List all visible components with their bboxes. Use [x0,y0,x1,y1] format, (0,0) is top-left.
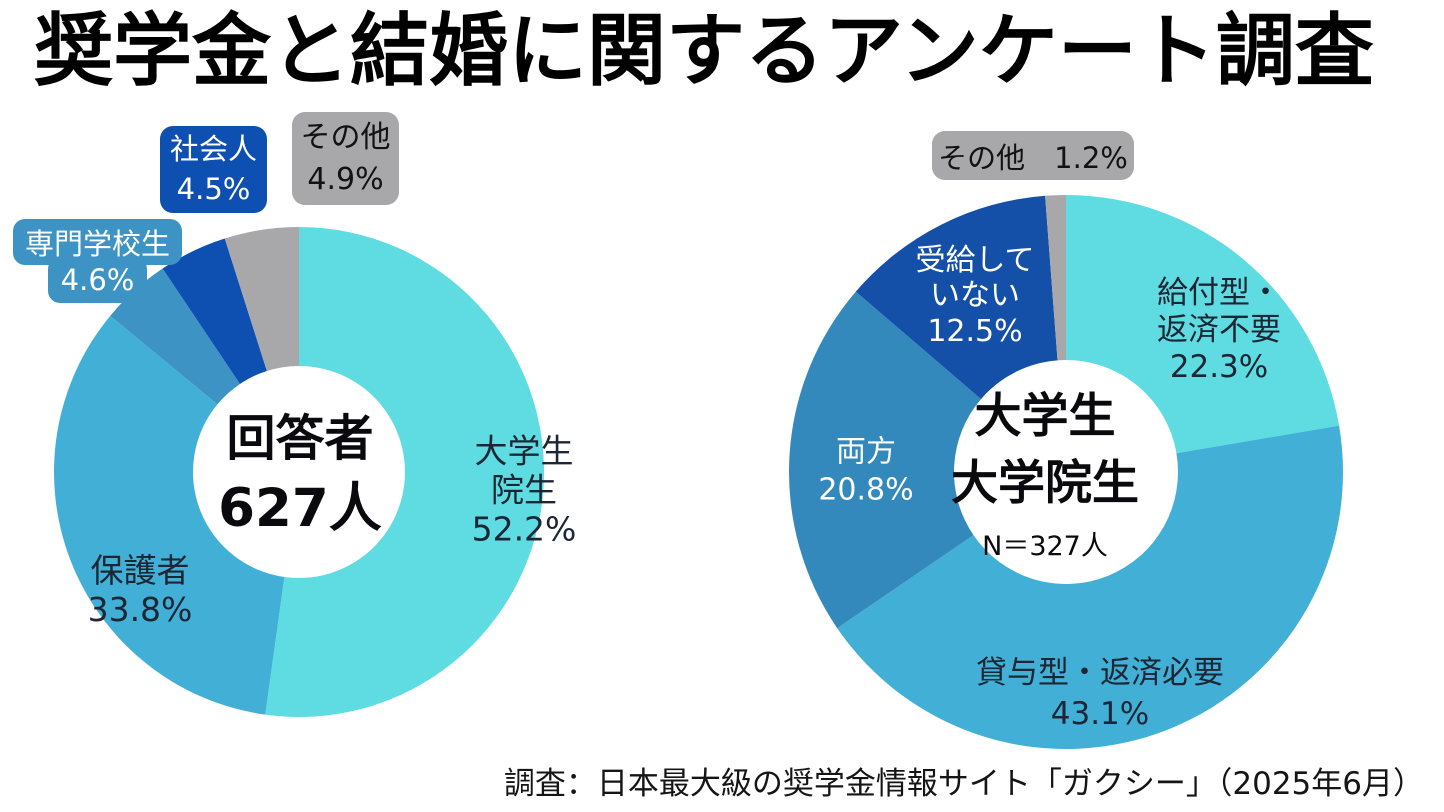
survey-source-note: 調査：日本最大級の奨学金情報サイト「ガクシー」（2025年6月） [503,766,1424,802]
donut-right-segment-0 [1066,194,1340,454]
callout-other-right: その他 1.2% [932,131,1134,180]
slice-label-not-receiving: 受給して いない 12.5% [915,243,1034,349]
slice-label-both-line1: 両方 [836,434,896,470]
slice-label-grant-line1: 給付型・ [1157,275,1281,312]
callout-other-right-label: その他 1.2% [938,140,1128,175]
slice-label-guardians-line1: 保護者 [90,551,190,591]
slice-label-both: 両方 20.8% [818,434,913,509]
callout-vocational-label: 専門学校生 [13,219,182,265]
callout-other-left-pct: 4.9% [307,161,384,197]
slice-label-grant-pct: 22.3% [1169,349,1269,386]
slice-label-guardians: 保護者 33.8% [87,551,193,630]
slice-label-guardians-pct: 33.8% [87,590,193,629]
page-title: 奨学金と結婚に関するアンケート調査 [34,5,1374,97]
slice-label-university-pct: 52.2% [471,509,577,549]
donut-chart-students [789,194,1343,749]
left-donut-center-label: 回答者 627人 [218,412,382,538]
slice-label-not-receiving-pct: 12.5% [927,313,1023,349]
donut-right-segment-4 [1045,195,1066,361]
donut-right-segment-1 [837,425,1343,749]
donut-left-segment-1 [53,315,285,715]
callout-vocational-students: 専門学校生 4.6% [13,219,182,303]
respondents-count: 627人 [218,477,382,539]
slice-label-not-receiving-line1: 受給して [915,242,1035,278]
students-title-line1: 大学生 [974,388,1116,444]
respondents-title: 回答者 [226,409,374,467]
donut-chart-respondents [53,227,545,717]
slice-label-loan-line1: 貸与型・返済必要 [976,654,1224,691]
slice-label-grant-line2: 返済不要 [1157,312,1281,349]
slice-label-grant-type: 給付型・ 返済不要 22.3% [1157,275,1281,387]
callout-other-left-label: その他 [300,119,391,155]
donut-left-segment-2 [110,268,240,405]
students-sample-size: N＝327人 [982,531,1108,563]
donut-left-segment-0 [265,227,545,717]
donut-left-segment-3 [162,238,267,384]
slice-label-not-receiving-line2: いない [929,278,1020,314]
callout-vocational-pct: 4.6% [48,257,147,303]
slice-label-loan-pct: 43.1% [1050,696,1150,732]
donut-right-segment-2 [789,291,981,629]
slice-label-loan-type: 貸与型・返済必要 43.1% [976,653,1224,735]
right-donut-center-label: 大学生 大学院生 N＝327人 [951,391,1139,563]
slice-label-university-line2: 院生 [491,470,557,510]
donut-left-segment-4 [224,227,299,371]
slice-label-university-students: 大学生 院生 52.2% [471,431,577,550]
callout-working-adults-pct: 4.5% [176,171,251,206]
callout-other-left: その他 4.9% [292,112,399,205]
students-title-line2: 大学院生 [951,455,1139,511]
donut-right-segment-3 [855,195,1058,400]
callout-working-adults-label: 社会人 [169,132,257,167]
callout-working-adults: 社会人 4.5% [160,126,267,213]
slice-label-university-line1: 大学生 [474,431,574,471]
slice-label-both-pct: 20.8% [818,472,914,507]
